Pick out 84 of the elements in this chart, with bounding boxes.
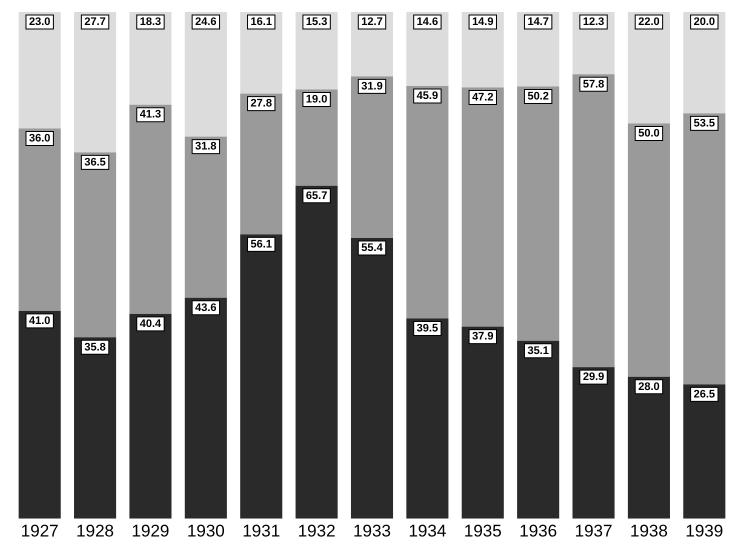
data-label: 55.4: [361, 242, 384, 254]
bar: [572, 74, 615, 368]
bar: [184, 136, 227, 298]
data-label: 43.6: [195, 302, 217, 314]
data-label: 14.9: [472, 16, 494, 28]
bar: [296, 186, 338, 519]
data-label: 22.0: [638, 16, 660, 28]
data-label: 37.9: [472, 330, 494, 343]
data-label: 31.8: [195, 140, 217, 153]
data-label: 35.8: [84, 341, 106, 354]
data-label: 50.2: [527, 90, 549, 102]
x-tick-label: 1928: [76, 521, 114, 540]
bar: [683, 113, 726, 384]
bar: [74, 12, 116, 152]
data-label: 12.3: [582, 16, 604, 28]
bar: [462, 326, 504, 519]
x-tick-label: 1934: [408, 521, 446, 540]
bar: [628, 376, 670, 519]
data-label: 31.9: [361, 80, 383, 92]
data-label: 18.3: [140, 16, 162, 28]
bar: [129, 314, 172, 519]
data-label: 27.8: [250, 98, 272, 110]
data-label: 41.0: [28, 314, 50, 327]
data-label: 26.5: [694, 388, 716, 400]
bar: [184, 12, 227, 137]
bar: [74, 337, 116, 519]
data-label: 39.5: [416, 322, 438, 335]
data-label: 28.0: [638, 380, 660, 393]
data-label: 53.5: [694, 117, 716, 130]
bar: [129, 12, 172, 105]
data-label: 27.7: [84, 16, 106, 28]
data-label: 14.6: [416, 16, 438, 28]
bar: [18, 128, 61, 311]
data-label: 36.0: [28, 132, 50, 145]
x-tick-label: 1930: [186, 521, 225, 540]
data-label: 24.6: [195, 16, 217, 28]
x-tick-label: 1932: [298, 521, 336, 540]
x-tick-label: 1938: [630, 521, 668, 540]
bar: [406, 86, 448, 318]
bar: [517, 340, 560, 519]
bar: [350, 76, 394, 238]
data-label: 56.1: [250, 238, 272, 250]
bar: [74, 152, 116, 338]
bar: [129, 104, 172, 314]
data-label: 12.7: [361, 16, 383, 28]
bar: [406, 318, 448, 519]
bar: [517, 86, 560, 341]
bar: [628, 12, 670, 124]
data-label: 47.2: [472, 92, 494, 104]
data-label: 16.1: [250, 16, 272, 28]
data-label: 23.0: [28, 16, 50, 28]
bar: [18, 310, 61, 519]
x-tick-label: 1933: [353, 521, 391, 540]
bar: [184, 298, 227, 519]
x-tick-label: 1936: [519, 521, 558, 540]
data-label: 57.8: [582, 78, 604, 90]
x-tick-label: 1927: [20, 521, 59, 540]
data-label: 15.3: [306, 16, 328, 28]
data-label: 50.0: [638, 127, 660, 140]
data-label: 41.3: [140, 108, 162, 121]
data-label: 20.0: [694, 16, 716, 28]
bar: [572, 367, 615, 519]
x-tick-label: 1931: [242, 521, 280, 540]
data-label: 45.9: [416, 90, 438, 102]
bar: [683, 384, 726, 519]
data-label: 19.0: [306, 94, 328, 106]
data-label: 65.7: [306, 190, 328, 202]
data-label: 40.4: [140, 318, 162, 330]
bar: [18, 12, 61, 129]
data-label: 35.1: [527, 344, 549, 357]
data-label: 29.9: [582, 371, 604, 384]
x-tick-label: 1939: [685, 521, 724, 540]
x-tick-label: 1935: [464, 521, 502, 540]
bar: [350, 238, 394, 519]
bar: [240, 94, 282, 234]
bar: [240, 234, 282, 519]
data-label: 36.5: [84, 156, 106, 168]
data-label: 14.7: [527, 16, 549, 28]
bar: [683, 12, 726, 114]
x-tick-label: 1937: [574, 521, 612, 540]
bar: [462, 87, 504, 327]
bar: [628, 123, 670, 377]
bar: [296, 90, 338, 186]
x-tick-label: 1929: [132, 521, 170, 540]
